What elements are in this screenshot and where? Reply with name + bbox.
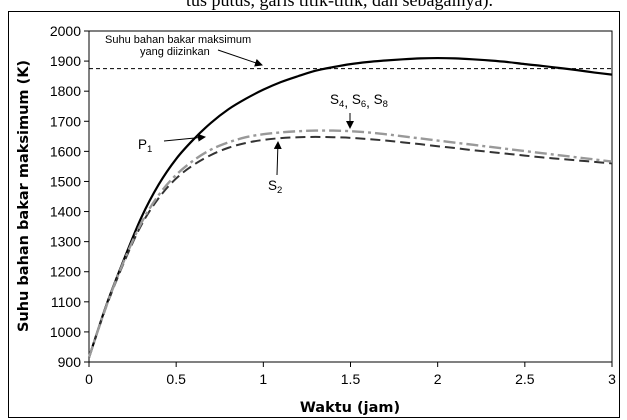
y-tick-label: 1000 bbox=[50, 324, 81, 340]
y-tick-label: 1600 bbox=[50, 143, 81, 159]
caption-fragment: tus putus, garis titik-titik, dan sebaga… bbox=[186, 0, 493, 10]
limit-label-line1: Suhu bahan bakar maksimum bbox=[105, 34, 251, 46]
y-tick-label: 1700 bbox=[50, 113, 81, 129]
y-tick-label: 900 bbox=[58, 354, 82, 370]
x-axis-title: Waktu (jam) bbox=[300, 400, 400, 416]
s-letter: S bbox=[330, 92, 339, 107]
s-separator: , bbox=[366, 95, 374, 110]
y-tick-label: 1900 bbox=[50, 53, 81, 69]
y-tick-label: 1100 bbox=[51, 294, 81, 310]
figure-border bbox=[8, 11, 620, 418]
limit-arrow bbox=[217, 49, 263, 67]
x-axis-ticks: 0 0.5 1 1.5 2 2.5 3 bbox=[85, 362, 616, 387]
limit-label-line2: yang diizinkan bbox=[140, 46, 210, 58]
series-line-p1 bbox=[87, 56, 613, 358]
y-tick-label: 2000 bbox=[50, 23, 81, 39]
y-axis-title: Suhu bahan bakar maksimum (K) bbox=[16, 60, 32, 332]
s-separator: , bbox=[344, 95, 352, 110]
s-subscript: 4 bbox=[339, 99, 344, 110]
series-layer bbox=[87, 56, 613, 358]
x-tick-label: 0 bbox=[85, 371, 93, 387]
y-tick-label: 1400 bbox=[50, 204, 81, 220]
x-tick-label: 0.5 bbox=[166, 371, 186, 387]
plot-frame bbox=[88, 30, 613, 363]
series-line-s2 bbox=[88, 135, 613, 358]
x-tick-label: 1 bbox=[259, 371, 267, 387]
s2-arrow bbox=[273, 141, 282, 176]
x-tick-label: 3 bbox=[608, 371, 616, 387]
x-tick-label: 2.5 bbox=[515, 371, 535, 387]
y-tick-label: 1300 bbox=[50, 234, 81, 250]
x-tick-label: 1.5 bbox=[341, 371, 361, 387]
s2-label: S2 bbox=[268, 178, 282, 196]
s-subscript: 8 bbox=[383, 99, 388, 110]
p1-label: P1 bbox=[138, 137, 152, 155]
s-subscript: 6 bbox=[361, 99, 366, 110]
y-tick-label: 1500 bbox=[50, 173, 81, 189]
y-tick-label: 1800 bbox=[50, 83, 81, 99]
s4-s6-s8-label: S4, S6, S8 bbox=[330, 92, 388, 110]
p1-arrow bbox=[163, 133, 206, 142]
s-letter: S bbox=[352, 92, 361, 107]
series-line-s4-s6-s8 bbox=[87, 129, 613, 358]
s-letter: S bbox=[374, 92, 383, 107]
y-tick-label: 1200 bbox=[50, 264, 81, 280]
y-axis-ticks: 900 1000 1100 1200 1300 1400 1500 1600 1700 1800 1… bbox=[50, 23, 89, 370]
x-tick-label: 2 bbox=[434, 371, 442, 387]
